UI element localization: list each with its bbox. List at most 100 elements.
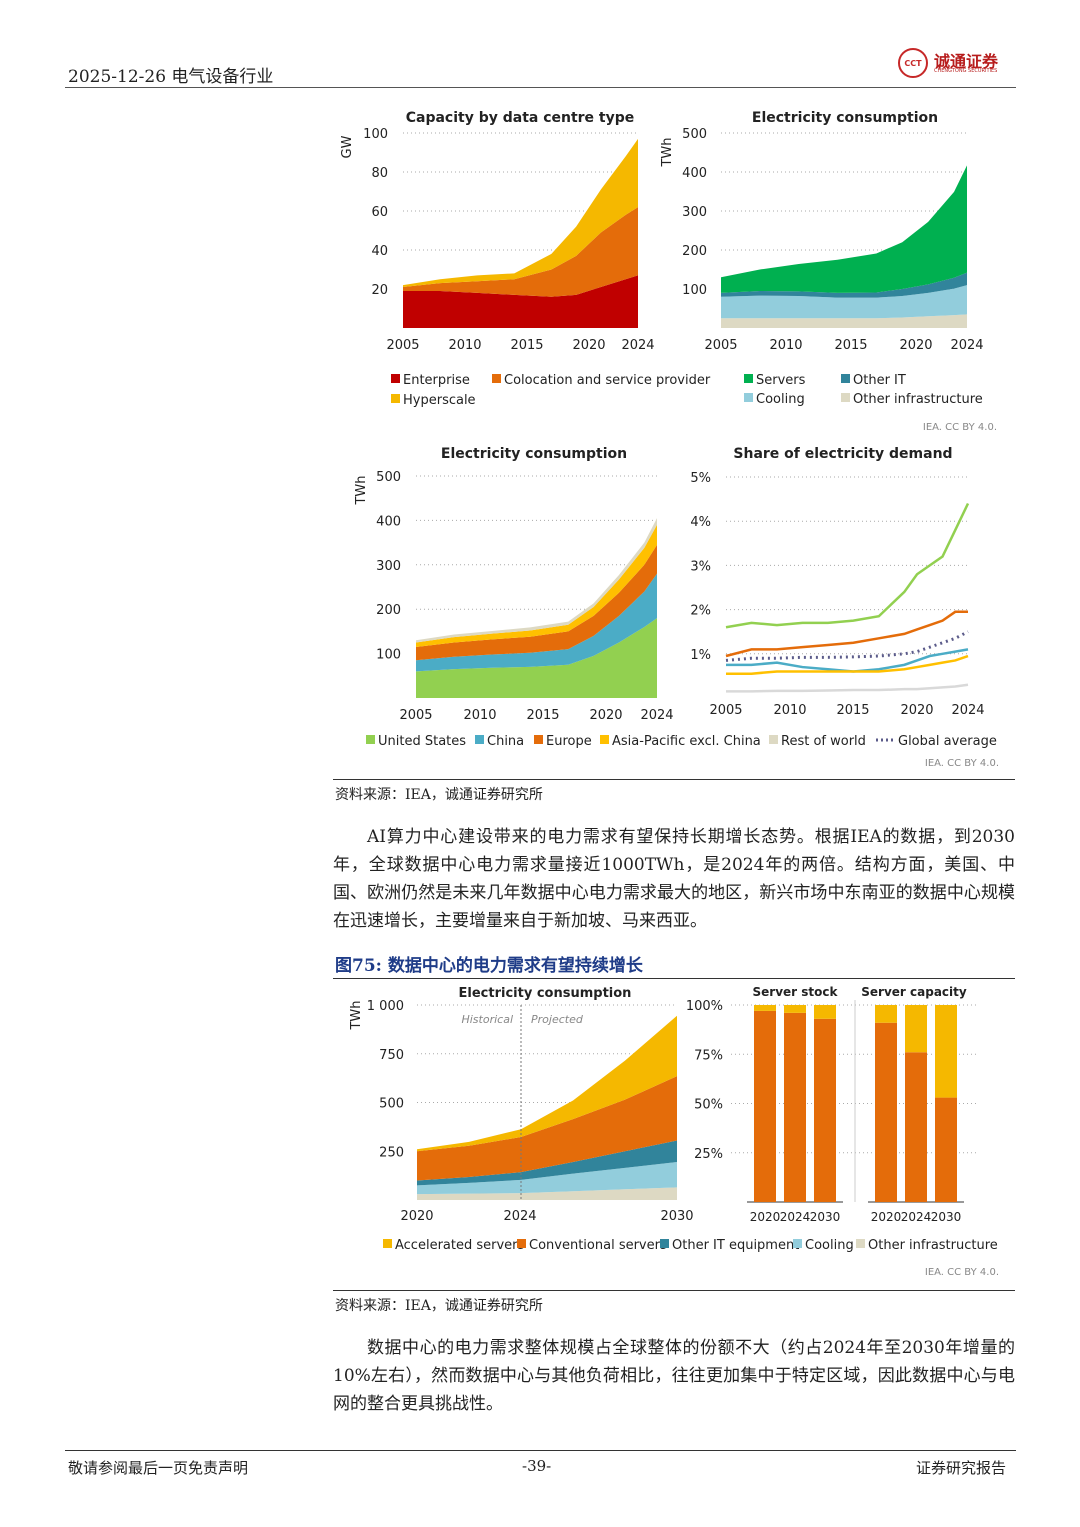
y-tick-label: 300 — [376, 559, 401, 574]
x-tick-label: 2020 — [400, 1209, 433, 1224]
area-enterprise — [403, 275, 638, 328]
bar-conventional-servers-2020 — [875, 1022, 897, 1202]
x-tick-label: 2010 — [463, 708, 496, 723]
source-note-1: 资料来源：IEA，诚通证券研究所 — [335, 787, 543, 803]
x-tick-label: 2015 — [834, 338, 867, 353]
legend-label-cooling: Cooling — [805, 1238, 854, 1253]
y-tick-label: 100 — [376, 648, 401, 663]
y-tick-label: 750 — [379, 1048, 404, 1063]
legend-label-other-it-equipment: Other IT equipment — [672, 1238, 799, 1253]
area-other-infrastructure — [417, 1187, 677, 1200]
y-tick-label: 80 — [371, 166, 388, 181]
chart-title: Electricity consumption — [441, 446, 627, 462]
legend-swatch-other-infrastructure — [841, 393, 850, 402]
bar-accelerated-servers-2020 — [875, 1005, 897, 1023]
footer-disclaimer: 敬请参阅最后一页免责声明 — [68, 1459, 249, 1477]
area-other-it — [721, 272, 967, 298]
area-china — [416, 573, 657, 672]
bar-conventional-servers-2030 — [935, 1097, 957, 1202]
legend-swatch-china — [475, 735, 484, 744]
y-tick-label: 5% — [690, 471, 711, 486]
y-axis-label: GW — [340, 135, 355, 158]
legend-swatch-europe — [534, 735, 543, 744]
legend-region: United States China Europe Asia-Pacific exc… — [366, 734, 997, 749]
x-tick-label: 2024 — [503, 1209, 536, 1224]
x-tick-label: 2015 — [526, 708, 559, 723]
legend-capacity: Enterprise Colocation and service provide… — [391, 373, 711, 408]
body-paragraph-1: AI算力中心建设带来的电力需求有望保持长期增长态势。根据IEA的数据，到2030… — [333, 827, 1015, 931]
y-tick-label: 2% — [690, 604, 711, 619]
x-tick-label: 2024 — [780, 1210, 811, 1224]
y-tick-label: 300 — [682, 205, 707, 220]
bar-conventional-servers-2030 — [814, 1018, 836, 1202]
legend-swatch-asia-pacific-excl-china — [600, 735, 609, 744]
attribution-middle: IEA. CC BY 4.0. — [925, 758, 999, 769]
x-tick-label: 2024 — [640, 708, 673, 723]
x-tick-label: 2020 — [589, 708, 622, 723]
legend-swatch-conventional-servers — [517, 1239, 526, 1248]
area-cooling — [721, 285, 967, 319]
legend-projected: Accelerated servers Conventional servers O… — [383, 1238, 998, 1253]
figure-bottom-rule — [333, 779, 1015, 780]
line-rest-of-world — [726, 683, 969, 693]
x-tick-label: 2010 — [773, 703, 806, 718]
chart-server-capacity: Server capacity 2020 2024 2030 — [861, 985, 967, 1224]
chart-capacity-by-type: Capacity by data centre type GW 20 40 60 80 10… — [340, 110, 655, 353]
chart-share-of-demand: Share of electricity demand 1% 2% 3% 4% 5% 200… — [690, 446, 984, 718]
area-servers — [721, 165, 967, 293]
y-tick-label: 400 — [376, 514, 401, 529]
line-china — [726, 648, 969, 673]
legend-swatch-other-it — [841, 374, 850, 383]
attribution-figure-75: IEA. CC BY 4.0. — [925, 1267, 999, 1278]
chart-title: Electricity consumption — [752, 110, 938, 126]
figure-75-charts: Electricity consumption TWh 250 500 750 1 000… — [349, 985, 999, 1278]
header-divider — [65, 87, 1016, 88]
y-tick-label: 400 — [682, 166, 707, 181]
legend-label-other-it: Other IT — [853, 373, 906, 388]
y-tick-label: 20 — [371, 283, 388, 298]
legend-label-asia-pacific-excl-china: Asia-Pacific excl. China — [612, 734, 761, 749]
x-tick-label: 2030 — [810, 1210, 841, 1224]
x-tick-label: 2020 — [750, 1210, 781, 1224]
bar-accelerated-servers-2024 — [905, 1005, 927, 1053]
footer-divider — [65, 1450, 1016, 1451]
y-axis-label: TWh — [349, 1000, 364, 1030]
legend-swatch-united-states — [366, 735, 375, 744]
x-tick-label: 2020 — [899, 338, 932, 353]
legend-label-hyperscale: Hyperscale — [403, 393, 476, 408]
y-tick-label: 50% — [694, 1098, 723, 1113]
y-tick-label: 3% — [690, 559, 711, 574]
x-tick-label: 2005 — [399, 708, 432, 723]
y-tick-label: 500 — [379, 1097, 404, 1112]
chart-electricity-by-region: Electricity consumption TWh 100 200 300 400 50… — [354, 446, 674, 723]
legend-label-other-infrastructure: Other infrastructure — [853, 392, 983, 407]
x-tick-label: 2024 — [951, 703, 984, 718]
logo-subtitle: CHENGTONG SECURITIES — [934, 68, 998, 74]
area-cooling — [417, 1161, 677, 1195]
body-paragraph-2: 数据中心的电力需求整体规模占全球整体的份额不大（约占2024年至2030年增量的… — [333, 1338, 1015, 1414]
legend-swatch-colocation-and-service-provider — [492, 374, 501, 383]
x-tick-label: 2020 — [900, 703, 933, 718]
area-other-infrastructure — [721, 314, 967, 328]
x-tick-label: 2005 — [386, 338, 419, 353]
area-accelerated-servers — [417, 1015, 677, 1152]
legend-swatch-hyperscale — [391, 394, 400, 403]
x-tick-label: 2005 — [704, 338, 737, 353]
legend-label-united-states: United States — [378, 734, 466, 749]
legend-label-china: China — [487, 734, 524, 749]
area-united-states — [416, 618, 657, 698]
y-axis-label: TWh — [660, 137, 675, 167]
chart-title: Capacity by data centre type — [406, 110, 635, 126]
bar-conventional-servers-2024 — [905, 1052, 927, 1202]
y-tick-label: 500 — [682, 127, 707, 142]
y-tick-label: 100% — [686, 999, 723, 1014]
legend-swatch-other-infrastructure — [856, 1239, 865, 1248]
x-tick-label: 2015 — [510, 338, 543, 353]
legend-label-cooling: Cooling — [756, 392, 805, 407]
figure-75-bottom-rule — [333, 1290, 1015, 1291]
x-tick-label: 2020 — [572, 338, 605, 353]
line-europe — [725, 610, 968, 658]
x-tick-label: 2020 — [871, 1210, 902, 1224]
y-tick-label: 4% — [690, 515, 711, 530]
